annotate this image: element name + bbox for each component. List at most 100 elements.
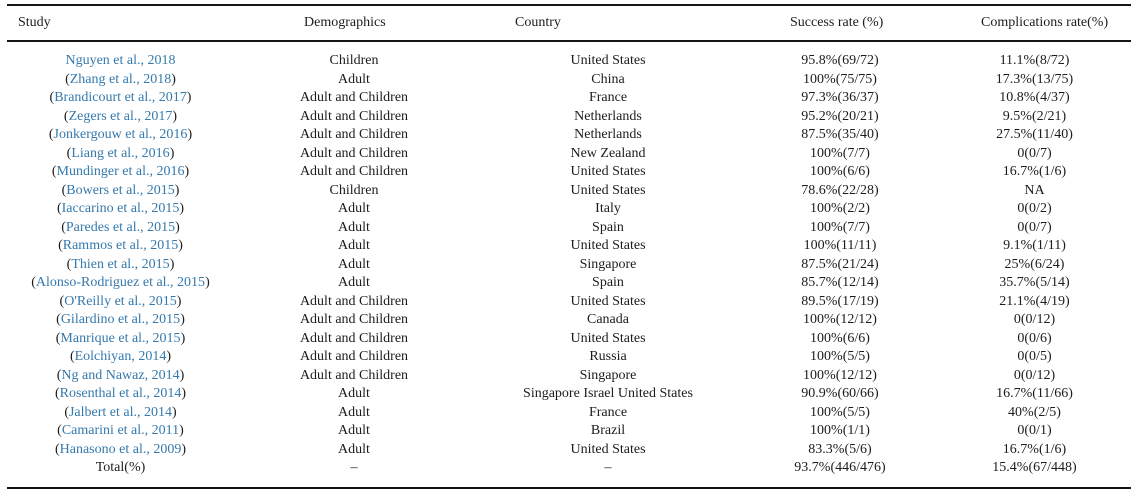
table-row: (Bowers et al., 2015) Children United Stat… xyxy=(7,182,1131,201)
success-rate-cell: 89.5%(17/19) xyxy=(801,293,879,309)
citation-link[interactable]: Brandicourt et al., 2017 xyxy=(54,90,187,105)
demographics-cell: Adult xyxy=(338,386,370,401)
country-cell: United States xyxy=(570,164,646,179)
table-row: (Iaccarino et al., 2015) Adult Italy 100%(2… xyxy=(7,200,1131,219)
country-cell: Netherlands xyxy=(574,108,642,124)
success-rate-cell: 100%(12/12) xyxy=(803,312,877,327)
complications-rate-cell: 0(0/12) xyxy=(1013,367,1056,383)
study-cell: Total(%) xyxy=(7,459,234,489)
study-cell: (O'Reilly et al., 2015) xyxy=(59,293,182,309)
success-rate-cell: 100%(5/5) xyxy=(810,349,870,364)
demographics-cell: Adult xyxy=(338,219,370,235)
demographics-cell: Adult xyxy=(338,201,370,216)
demographics-cell: – xyxy=(234,459,474,489)
citation-link[interactable]: Jonkergouw et al., 2016 xyxy=(53,127,188,142)
table-row: (Ng and Nawaz, 2014) Adult and Children Si… xyxy=(7,367,1131,386)
results-table: Study Demographics Country Success rate … xyxy=(7,4,1131,489)
citation-link[interactable]: Zegers et al., 2017 xyxy=(68,108,173,124)
citation-link[interactable]: Mundinger et al., 2016 xyxy=(56,164,185,179)
citation-link[interactable]: Hanasono et al., 2009 xyxy=(59,441,182,457)
study-cell: (Hanasono et al., 2009) xyxy=(54,441,187,457)
country-cell: France xyxy=(588,404,628,420)
success-rate-cell: 100%(2/2) xyxy=(810,201,870,216)
citation-link[interactable]: Iaccarino et al., 2015 xyxy=(61,201,180,216)
study-cell: (Camarini et al., 2011) xyxy=(57,423,184,438)
demographics-cell: Adult xyxy=(338,423,370,438)
study-cell: (Mundinger et al., 2016) xyxy=(51,164,190,179)
success-rate-cell: 100%(1/1) xyxy=(810,423,870,438)
country-cell: Italy xyxy=(595,201,621,216)
success-rate-cell: 93.7%(446/476) xyxy=(742,459,938,489)
table-row: (Paredes et al., 2015) Adult Spain 100%(7/7… xyxy=(7,219,1131,238)
complications-rate-cell: NA xyxy=(1024,182,1045,198)
complications-rate-cell: 0(0/5) xyxy=(1017,349,1052,364)
country-cell: Singapore xyxy=(579,367,637,383)
complications-rate-cell: 21.1%(4/19) xyxy=(999,293,1070,309)
demographics-cell: Adult and Children xyxy=(299,108,409,124)
citation-link[interactable]: Zhang et al., 2018 xyxy=(69,71,172,87)
citation-link[interactable]: Rammos et al., 2015 xyxy=(62,238,179,253)
demographics-cell: Adult and Children xyxy=(299,293,409,309)
complications-rate-cell: 35.7%(5/14) xyxy=(999,275,1070,290)
citation-link[interactable]: Alonso-Rodriguez et al., 2015 xyxy=(35,275,206,290)
country-cell: New Zealand xyxy=(570,145,646,161)
country-cell: Netherlands xyxy=(574,127,642,142)
country-cell: United States xyxy=(570,441,646,457)
table-row: (Brandicourt et al., 2017) Adult and Chil… xyxy=(7,89,1131,108)
citation-link[interactable]: Camarini et al., 2011 xyxy=(61,423,180,438)
complications-rate-cell: 16.7%(1/6) xyxy=(1002,164,1067,179)
citation-link[interactable]: Liang et al., 2016 xyxy=(71,145,170,161)
citation-link[interactable]: Rosenthal et al., 2014 xyxy=(59,386,182,401)
demographics-cell: Adult and Children xyxy=(299,349,409,364)
table-row: (Jonkergouw et al., 2016) Adult and Child… xyxy=(7,126,1131,145)
column-header-country: Country xyxy=(474,5,742,42)
study-cell: (Jonkergouw et al., 2016) xyxy=(48,127,193,142)
table-row: (Liang et al., 2016) Adult and Children Ne… xyxy=(7,145,1131,164)
success-rate-cell: 90.9%(60/66) xyxy=(801,386,879,401)
citation-link[interactable]: Bowers et al., 2015 xyxy=(66,182,175,198)
citation-link[interactable]: Nguyen et al., 2018 xyxy=(65,53,176,68)
success-rate-cell: 95.8%(69/72) xyxy=(801,53,879,68)
study-cell: (Eolchiyan, 2014) xyxy=(69,349,172,364)
study-cell: (Rosenthal et al., 2014) xyxy=(54,386,187,401)
citation-link[interactable]: Thien et al., 2015 xyxy=(71,256,170,272)
table-row: (Eolchiyan, 2014) Adult and Children Russi… xyxy=(7,348,1131,367)
table-row: (Rosenthal et al., 2014) Adult Singapore I… xyxy=(7,385,1131,404)
success-rate-cell: 100%(7/7) xyxy=(810,219,870,235)
demographics-cell: Adult and Children xyxy=(299,367,409,383)
citation-link[interactable]: Gilardino et al., 2015 xyxy=(60,312,181,327)
success-rate-cell: 87.5%(21/24) xyxy=(801,256,879,272)
study-cell: (Iaccarino et al., 2015) xyxy=(56,201,185,216)
success-rate-cell: 87.5%(35/40) xyxy=(801,127,879,142)
country-cell: Singapore Israel United States xyxy=(523,386,693,401)
table-body: Nguyen et al., 2018 Children United States… xyxy=(7,41,1131,489)
country-cell: United States xyxy=(570,330,646,346)
citation-link[interactable]: Paredes et al., 2015 xyxy=(65,219,176,235)
demographics-cell: Adult and Children xyxy=(299,312,409,327)
column-header-success-rate: Success rate (%) xyxy=(742,5,938,42)
complications-rate-cell: 0(0/2) xyxy=(1017,201,1052,216)
country-cell: United States xyxy=(570,238,646,253)
table-row: Nguyen et al., 2018 Children United States… xyxy=(7,41,1131,71)
complications-rate-cell: 16.7%(1/6) xyxy=(1002,441,1067,457)
citation-link[interactable]: Eolchiyan, 2014 xyxy=(74,349,167,364)
citation-link[interactable]: Manrique et al., 2015 xyxy=(60,330,181,346)
demographics-cell: Adult xyxy=(338,71,370,87)
complications-rate-cell: 10.8%(4/37) xyxy=(999,90,1070,105)
study-cell: Nguyen et al., 2018 xyxy=(7,41,234,71)
study-cell: (Alonso-Rodriguez et al., 2015) xyxy=(31,275,210,290)
country-cell: France xyxy=(588,90,628,105)
success-rate-cell: 83.3%(5/6) xyxy=(808,441,872,457)
study-cell: (Jalbert et al., 2014) xyxy=(64,404,177,420)
table-row: (Gilardino et al., 2015) Adult and Childr… xyxy=(7,311,1131,330)
citation-link[interactable]: Ng and Nawaz, 2014 xyxy=(61,367,180,383)
country-cell: – xyxy=(474,459,742,489)
country-cell: Brazil xyxy=(590,423,626,438)
citation-link[interactable]: Jalbert et al., 2014 xyxy=(68,404,173,420)
country-cell: China xyxy=(591,71,625,87)
citation-link[interactable]: O'Reilly et al., 2015 xyxy=(64,293,177,309)
complications-rate-cell: 0(0/7) xyxy=(1017,145,1052,161)
total-row: Total(%) – –93.7%(446/476) 15.4%(67/448) xyxy=(7,459,1131,489)
demographics-cell: Adult xyxy=(338,256,370,272)
complications-rate-cell: 0(0/6) xyxy=(1017,330,1052,346)
